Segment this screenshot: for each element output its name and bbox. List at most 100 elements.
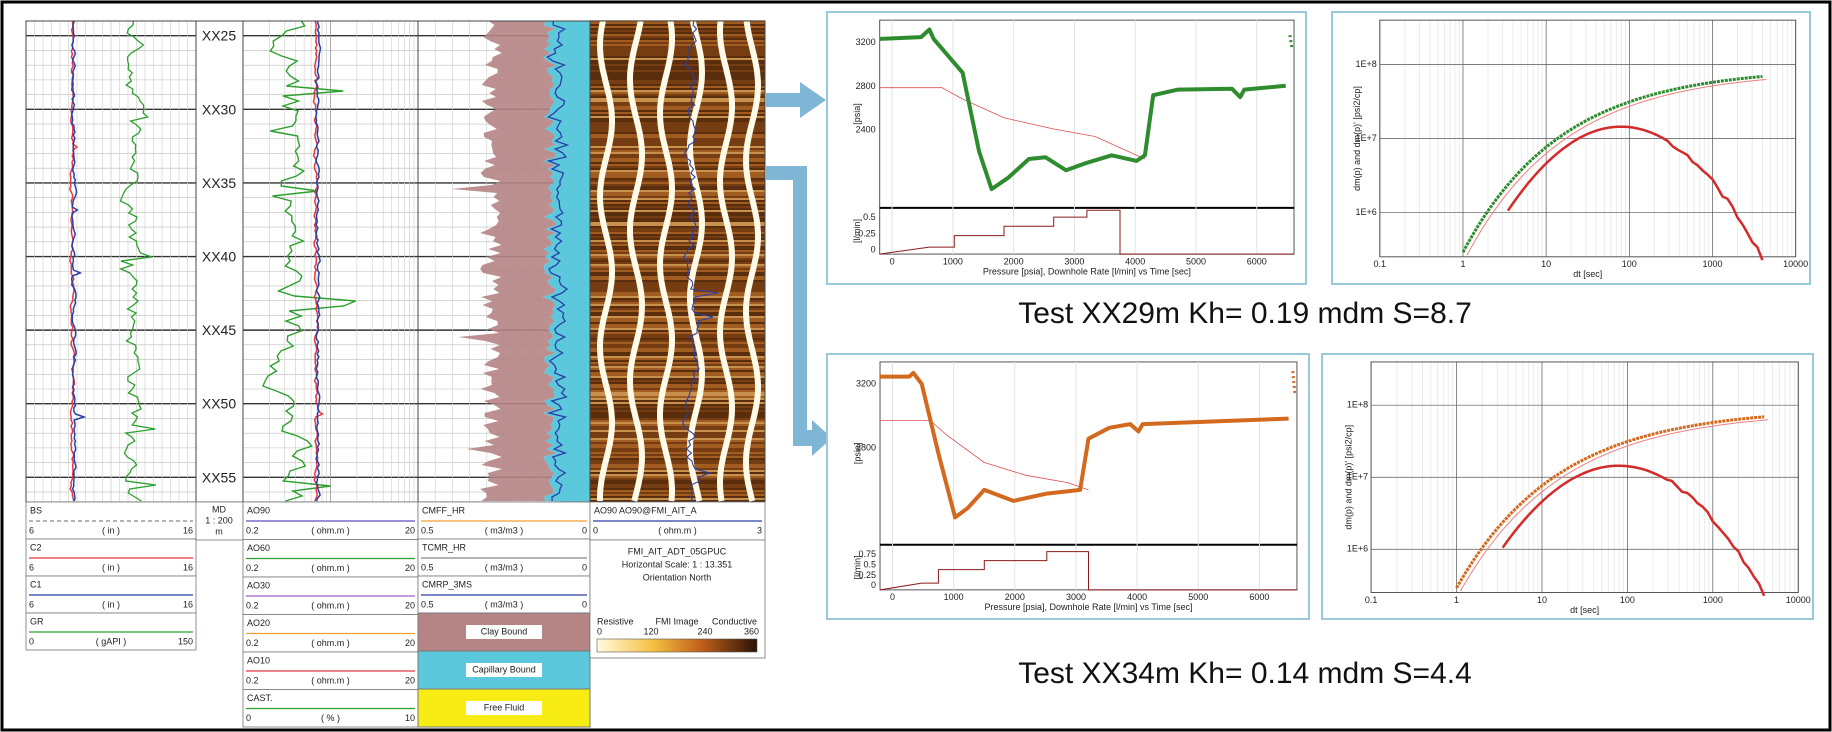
- scale-unit: ( m3/m3 ): [485, 562, 524, 572]
- scale-unit: ( ohm.m ): [311, 563, 350, 573]
- scale-unit: ( in ): [102, 562, 120, 572]
- curve-name: AO10: [247, 655, 270, 665]
- x-tick-label: 3000: [1066, 592, 1086, 602]
- legend-label: Clay Bound: [481, 626, 528, 636]
- test-caption: Test XX34m Kh= 0.14 mdm S=4.4: [1018, 657, 1472, 690]
- scale-max: 3: [757, 525, 762, 535]
- x-tick-label: 1000: [1703, 595, 1723, 605]
- y-tick-label: 2800: [856, 81, 876, 91]
- log-curve: [263, 21, 356, 501]
- x-tick-label: 3000: [1064, 256, 1084, 266]
- scale-unit: ( in ): [102, 599, 120, 609]
- scale-min: 6: [29, 525, 34, 535]
- scale-min: 6: [29, 599, 34, 609]
- legend-label: Capillary Bound: [472, 664, 536, 674]
- curve-name: CAST.: [247, 693, 273, 703]
- rate-tick-label: 0: [871, 244, 876, 254]
- test-caption: Test XX29m Kh= 0.19 mdm S=8.7: [1018, 297, 1472, 330]
- scale-min: 0.2: [246, 675, 259, 685]
- scale-max: 20: [405, 675, 415, 685]
- scale-max: 0: [582, 599, 587, 609]
- scale-unit: ( m3/m3 ): [485, 525, 524, 535]
- y-tick-label: 1E+6: [1347, 544, 1368, 554]
- y-axis-label: [psia]: [852, 443, 862, 465]
- scale-label: Resistive: [597, 616, 634, 626]
- rate-axis-label: [l/min]: [852, 555, 862, 579]
- scale-label: FMI Image: [655, 616, 698, 626]
- scale-max: 20: [405, 600, 415, 610]
- scale-unit: ( ohm.m ): [311, 675, 350, 685]
- rate-tick-label: 0.5: [864, 560, 877, 570]
- x-tick-label: 0: [890, 256, 895, 266]
- x-tick-label: 0: [890, 592, 895, 602]
- y-tick-label: 1E+8: [1356, 59, 1377, 69]
- x-axis-label: Pressure [psia], Downhole Rate [l/min] v…: [984, 602, 1192, 612]
- depth-label: XX40: [202, 249, 236, 265]
- scale-max: 150: [178, 636, 193, 646]
- scale-min: 0.2: [246, 638, 259, 648]
- scale-max: 16: [183, 525, 193, 535]
- scale-min: 0.2: [246, 600, 259, 610]
- scale-unit: ( % ): [321, 713, 340, 723]
- y-axis-label: dm(p) and dm(p)' [psi2/cp]: [1343, 425, 1353, 530]
- x-tick-label: 10000: [1783, 259, 1808, 269]
- x-tick-label: 4000: [1127, 592, 1147, 602]
- scale-label: Conductive: [712, 616, 757, 626]
- depth-label: XX30: [202, 101, 236, 117]
- scale-tick: 120: [643, 626, 658, 636]
- x-tick-label: 6000: [1249, 592, 1269, 602]
- rate-axis-label: [l/min]: [852, 219, 862, 243]
- scale-max: 20: [405, 638, 415, 648]
- scale-min: 0.5: [421, 599, 434, 609]
- depth-label: XX45: [202, 322, 236, 338]
- arrow: [765, 166, 832, 456]
- arrow: [765, 82, 826, 118]
- x-tick-label: 5000: [1188, 592, 1208, 602]
- depth-label: XX35: [202, 175, 236, 191]
- image-info: FMI_AIT_ADT_05GPUC: [628, 546, 727, 556]
- curve-name: C2: [30, 542, 42, 552]
- scale-tick: 360: [744, 626, 759, 636]
- log-curve: [120, 21, 155, 501]
- scale-max: 20: [405, 563, 415, 573]
- curve-name: CMRP_3MS: [422, 579, 472, 589]
- scale-min: 0: [593, 525, 598, 535]
- plot-frame: [827, 12, 1306, 284]
- rate-tick-label: 0: [871, 580, 876, 590]
- x-tick-label: 0.1: [1365, 595, 1378, 605]
- md-unit: m: [215, 526, 223, 536]
- rate-tick-label: 0.5: [863, 212, 876, 222]
- x-tick-label: 0.1: [1374, 259, 1387, 269]
- scale-min: 0.5: [421, 562, 434, 572]
- scale-unit: ( gAPI ): [96, 636, 127, 646]
- x-tick-label: 2000: [1005, 592, 1025, 602]
- scale-unit: ( ohm.m ): [311, 638, 350, 648]
- y-tick-label: 1E+8: [1347, 400, 1368, 410]
- x-tick-label: 1: [1460, 259, 1465, 269]
- curve-name: GR: [30, 616, 44, 626]
- curve-name: AO30: [247, 580, 270, 590]
- scale-unit: ( m3/m3 ): [485, 599, 524, 609]
- x-tick-label: 10: [1541, 259, 1551, 269]
- scale-max: 10: [405, 713, 415, 723]
- scale-tick: 0: [597, 626, 602, 636]
- scale-min: 0: [29, 636, 34, 646]
- color-bar: [597, 639, 757, 652]
- scale-unit: ( ohm.m ): [311, 600, 350, 610]
- scale-unit: ( ohm.m ): [311, 525, 350, 535]
- x-tick-label: 10: [1537, 595, 1547, 605]
- y-tick-label: 1E+6: [1356, 207, 1377, 217]
- x-tick-label: 4000: [1125, 256, 1145, 266]
- curve-name: AO90: [247, 505, 270, 515]
- curve-name: AO20: [247, 618, 270, 628]
- curve-name: AO90 AO90@FMI_AIT_A: [594, 505, 697, 515]
- x-tick-label: 2000: [1004, 256, 1024, 266]
- x-axis-label: dt [sec]: [1570, 605, 1599, 615]
- depth-label: XX50: [202, 396, 236, 412]
- scale-max: 16: [183, 599, 193, 609]
- x-tick-label: 100: [1620, 595, 1635, 605]
- scale-tick: 240: [697, 626, 712, 636]
- scale-unit: ( in ): [102, 525, 120, 535]
- y-axis-label: dm(p) and dm(p)' [psi2/cp]: [1352, 86, 1362, 191]
- y-tick-label: 3200: [856, 37, 876, 47]
